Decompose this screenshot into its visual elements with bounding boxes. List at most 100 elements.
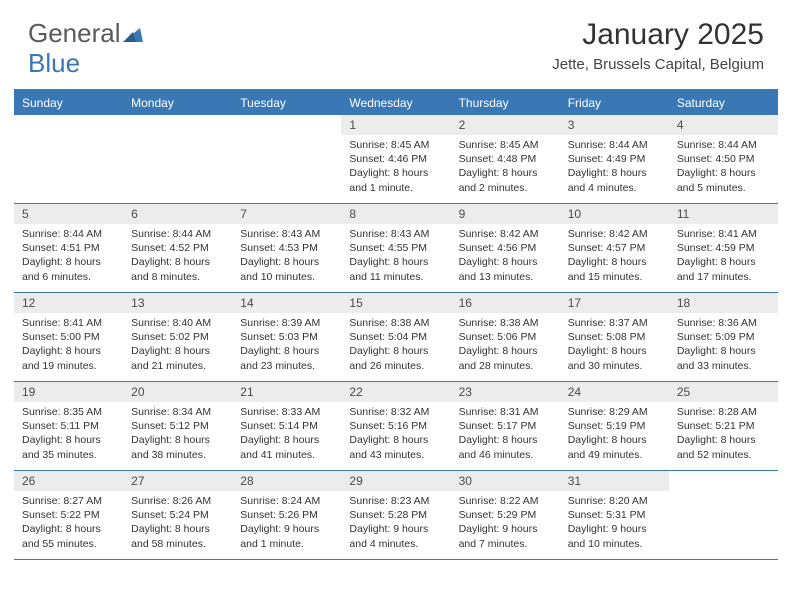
day-cell: 12 Sunrise: 8:41 AMSunset: 5:00 PMDayligh… [14, 293, 123, 381]
day-cell: 23 Sunrise: 8:31 AMSunset: 5:17 PMDayligh… [451, 382, 560, 470]
day-info: Sunrise: 8:20 AMSunset: 5:31 PMDaylight:… [560, 494, 669, 551]
day-number: 4 [669, 115, 778, 135]
logo-triangle-icon [123, 18, 143, 49]
day-cell: 2Sunrise: 8:45 AMSunset: 4:48 PMDaylight… [451, 115, 560, 203]
day-cell: 30 Sunrise: 8:22 AMSunset: 5:29 PMDayligh… [451, 471, 560, 559]
day-info: Sunrise: 8:43 AMSunset: 4:55 PMDaylight:… [341, 227, 450, 284]
day-info: Sunrise: 8:35 AMSunset: 5:11 PMDaylight:… [14, 405, 123, 462]
day-cell: 4 Sunrise: 8:44 AMSunset: 4:50 PMDaylight… [669, 115, 778, 203]
calendar: SundayMondayTuesdayWednesdayThursdayFrid… [14, 89, 778, 560]
day-number: 23 [451, 382, 560, 402]
day-info: Sunrise: 8:36 AMSunset: 5:09 PMDaylight:… [669, 316, 778, 373]
day-info: Sunrise: 8:28 AMSunset: 5:21 PMDaylight:… [669, 405, 778, 462]
day-number: 5 [14, 204, 123, 224]
day-info: Sunrise: 8:32 AMSunset: 5:16 PMDaylight:… [341, 405, 450, 462]
day-info: Sunrise: 8:41 AMSunset: 5:00 PMDaylight:… [14, 316, 123, 373]
logo-text-blue: Blue [28, 48, 80, 79]
day-info: Sunrise: 8:38 AMSunset: 5:04 PMDaylight:… [341, 316, 450, 373]
day-cell: 13Sunrise: 8:40 AMSunset: 5:02 PMDayligh… [123, 293, 232, 381]
week-row: 5 Sunrise: 8:44 AMSunset: 4:51 PMDaylight… [14, 204, 778, 293]
day-cell: 25Sunrise: 8:28 AMSunset: 5:21 PMDayligh… [669, 382, 778, 470]
day-cell: 9 Sunrise: 8:42 AMSunset: 4:56 PMDaylight… [451, 204, 560, 292]
day-info: Sunrise: 8:41 AMSunset: 4:59 PMDaylight:… [669, 227, 778, 284]
day-info: Sunrise: 8:38 AMSunset: 5:06 PMDaylight:… [451, 316, 560, 373]
day-number: 7 [232, 204, 341, 224]
day-number: 16 [451, 293, 560, 313]
day-number: 8 [341, 204, 450, 224]
day-cell: 1 Sunrise: 8:45 AMSunset: 4:46 PMDaylight… [341, 115, 450, 203]
day-cell: 19 Sunrise: 8:35 AMSunset: 5:11 PMDayligh… [14, 382, 123, 470]
day-cell: 17Sunrise: 8:37 AMSunset: 5:08 PMDayligh… [560, 293, 669, 381]
day-number: 10 [560, 204, 669, 224]
day-number: 14 [232, 293, 341, 313]
day-number: 6 [123, 204, 232, 224]
day-info: Sunrise: 8:24 AMSunset: 5:26 PMDaylight:… [232, 494, 341, 551]
day-number: 17 [560, 293, 669, 313]
day-cell: 5 Sunrise: 8:44 AMSunset: 4:51 PMDaylight… [14, 204, 123, 292]
day-cell [123, 115, 232, 203]
day-info: Sunrise: 8:22 AMSunset: 5:29 PMDaylight:… [451, 494, 560, 551]
day-number: 2 [451, 115, 560, 135]
day-number: 13 [123, 293, 232, 313]
day-cell: 18 Sunrise: 8:36 AMSunset: 5:09 PMDayligh… [669, 293, 778, 381]
location: Jette, Brussels Capital, Belgium [552, 56, 764, 73]
day-cell: 11 Sunrise: 8:41 AMSunset: 4:59 PMDayligh… [669, 204, 778, 292]
weekday-header: Saturday [669, 91, 778, 115]
day-number: 1 [341, 115, 450, 135]
day-cell: 29Sunrise: 8:23 AMSunset: 5:28 PMDayligh… [341, 471, 450, 559]
day-cell: 22Sunrise: 8:32 AMSunset: 5:16 PMDayligh… [341, 382, 450, 470]
weekday-header: Friday [560, 91, 669, 115]
day-cell: 7 Sunrise: 8:43 AMSunset: 4:53 PMDaylight… [232, 204, 341, 292]
day-cell: 20 Sunrise: 8:34 AMSunset: 5:12 PMDayligh… [123, 382, 232, 470]
day-cell: 27Sunrise: 8:26 AMSunset: 5:24 PMDayligh… [123, 471, 232, 559]
day-info: Sunrise: 8:34 AMSunset: 5:12 PMDaylight:… [123, 405, 232, 462]
day-number: 21 [232, 382, 341, 402]
logo-text-general: General [28, 18, 121, 49]
day-info: Sunrise: 8:44 AMSunset: 4:50 PMDaylight:… [669, 138, 778, 195]
day-info: Sunrise: 8:45 AMSunset: 4:46 PMDaylight:… [341, 138, 450, 195]
day-number: 30 [451, 471, 560, 491]
day-number: 24 [560, 382, 669, 402]
day-info: Sunrise: 8:33 AMSunset: 5:14 PMDaylight:… [232, 405, 341, 462]
day-number: 20 [123, 382, 232, 402]
week-row: 19 Sunrise: 8:35 AMSunset: 5:11 PMDayligh… [14, 382, 778, 471]
day-cell [14, 115, 123, 203]
day-number: 29 [341, 471, 450, 491]
weekday-header-row: SundayMondayTuesdayWednesdayThursdayFrid… [14, 91, 778, 115]
weekday-header: Monday [123, 91, 232, 115]
weekday-header: Sunday [14, 91, 123, 115]
day-number: 19 [14, 382, 123, 402]
week-row: 1 Sunrise: 8:45 AMSunset: 4:46 PMDaylight… [14, 115, 778, 204]
title-block: January 2025 Jette, Brussels Capital, Be… [552, 18, 764, 73]
day-info: Sunrise: 8:44 AMSunset: 4:49 PMDaylight:… [560, 138, 669, 195]
weekday-header: Wednesday [341, 91, 450, 115]
day-info: Sunrise: 8:43 AMSunset: 4:53 PMDaylight:… [232, 227, 341, 284]
weekday-header: Thursday [451, 91, 560, 115]
day-cell: 31Sunrise: 8:20 AMSunset: 5:31 PMDayligh… [560, 471, 669, 559]
day-info: Sunrise: 8:29 AMSunset: 5:19 PMDaylight:… [560, 405, 669, 462]
day-number: 9 [451, 204, 560, 224]
day-info: Sunrise: 8:26 AMSunset: 5:24 PMDaylight:… [123, 494, 232, 551]
day-number: 3 [560, 115, 669, 135]
day-info: Sunrise: 8:31 AMSunset: 5:17 PMDaylight:… [451, 405, 560, 462]
header: General January 2025 Jette, Brussels Cap… [0, 0, 792, 79]
month-title: January 2025 [552, 18, 764, 52]
day-cell: 8 Sunrise: 8:43 AMSunset: 4:55 PMDaylight… [341, 204, 450, 292]
day-cell: 21 Sunrise: 8:33 AMSunset: 5:14 PMDayligh… [232, 382, 341, 470]
day-number: 11 [669, 204, 778, 224]
day-cell [669, 471, 778, 559]
day-cell: 14 Sunrise: 8:39 AMSunset: 5:03 PMDayligh… [232, 293, 341, 381]
day-cell: 3 Sunrise: 8:44 AMSunset: 4:49 PMDaylight… [560, 115, 669, 203]
day-number: 15 [341, 293, 450, 313]
day-info: Sunrise: 8:44 AMSunset: 4:51 PMDaylight:… [14, 227, 123, 284]
day-cell: 16 Sunrise: 8:38 AMSunset: 5:06 PMDayligh… [451, 293, 560, 381]
day-cell: 24 Sunrise: 8:29 AMSunset: 5:19 PMDayligh… [560, 382, 669, 470]
day-info: Sunrise: 8:39 AMSunset: 5:03 PMDaylight:… [232, 316, 341, 373]
day-number [232, 115, 341, 135]
weekday-header: Tuesday [232, 91, 341, 115]
day-number: 12 [14, 293, 123, 313]
day-cell: 15 Sunrise: 8:38 AMSunset: 5:04 PMDayligh… [341, 293, 450, 381]
day-cell: 10Sunrise: 8:42 AMSunset: 4:57 PMDayligh… [560, 204, 669, 292]
day-info: Sunrise: 8:42 AMSunset: 4:56 PMDaylight:… [451, 227, 560, 284]
day-number: 18 [669, 293, 778, 313]
